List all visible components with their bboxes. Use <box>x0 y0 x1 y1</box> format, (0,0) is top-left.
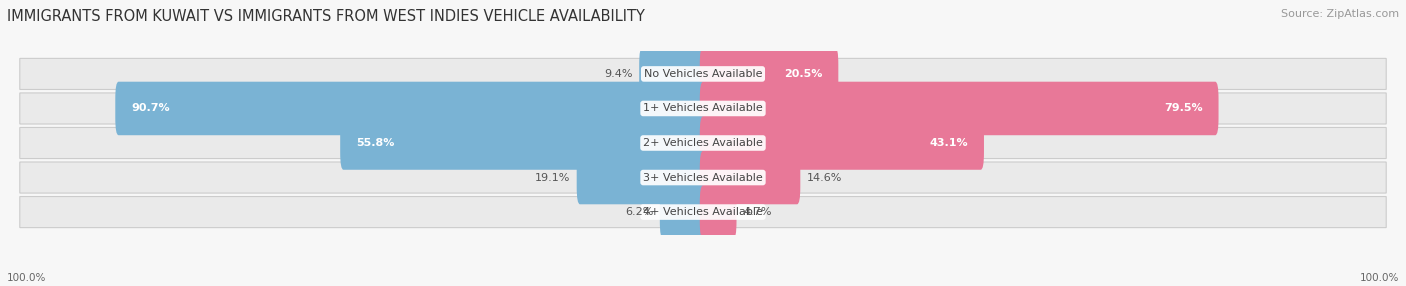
Text: 79.5%: 79.5% <box>1164 104 1202 114</box>
Text: 90.7%: 90.7% <box>131 104 170 114</box>
Text: 20.5%: 20.5% <box>783 69 823 79</box>
FancyBboxPatch shape <box>700 116 984 170</box>
Text: 4+ Vehicles Available: 4+ Vehicles Available <box>643 207 763 217</box>
FancyBboxPatch shape <box>576 151 706 204</box>
FancyBboxPatch shape <box>340 116 706 170</box>
FancyBboxPatch shape <box>659 185 706 239</box>
FancyBboxPatch shape <box>700 82 1219 135</box>
Text: Source: ZipAtlas.com: Source: ZipAtlas.com <box>1281 9 1399 19</box>
FancyBboxPatch shape <box>115 82 706 135</box>
Text: 4.7%: 4.7% <box>742 207 772 217</box>
Text: 1+ Vehicles Available: 1+ Vehicles Available <box>643 104 763 114</box>
Text: 14.6%: 14.6% <box>807 172 842 182</box>
Text: 9.4%: 9.4% <box>605 69 633 79</box>
Text: 100.0%: 100.0% <box>7 273 46 283</box>
Text: 2+ Vehicles Available: 2+ Vehicles Available <box>643 138 763 148</box>
FancyBboxPatch shape <box>700 185 737 239</box>
FancyBboxPatch shape <box>20 196 1386 228</box>
FancyBboxPatch shape <box>700 151 800 204</box>
FancyBboxPatch shape <box>20 93 1386 124</box>
Text: 19.1%: 19.1% <box>534 172 571 182</box>
Text: 3+ Vehicles Available: 3+ Vehicles Available <box>643 172 763 182</box>
FancyBboxPatch shape <box>20 128 1386 158</box>
Text: 100.0%: 100.0% <box>1360 273 1399 283</box>
Text: 6.2%: 6.2% <box>626 207 654 217</box>
Text: No Vehicles Available: No Vehicles Available <box>644 69 762 79</box>
FancyBboxPatch shape <box>640 47 706 101</box>
Text: 43.1%: 43.1% <box>929 138 967 148</box>
FancyBboxPatch shape <box>20 58 1386 90</box>
Text: IMMIGRANTS FROM KUWAIT VS IMMIGRANTS FROM WEST INDIES VEHICLE AVAILABILITY: IMMIGRANTS FROM KUWAIT VS IMMIGRANTS FRO… <box>7 9 645 23</box>
FancyBboxPatch shape <box>20 162 1386 193</box>
Text: 55.8%: 55.8% <box>356 138 395 148</box>
FancyBboxPatch shape <box>700 47 838 101</box>
